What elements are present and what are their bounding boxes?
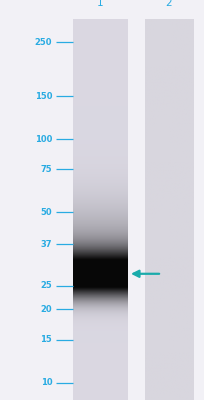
Text: 100: 100 <box>35 134 52 144</box>
Text: 2: 2 <box>164 0 171 8</box>
Text: 150: 150 <box>35 92 52 100</box>
Text: 25: 25 <box>40 281 52 290</box>
Text: 1: 1 <box>96 0 103 8</box>
Text: 15: 15 <box>40 335 52 344</box>
Text: 10: 10 <box>40 378 52 387</box>
Text: 50: 50 <box>40 208 52 217</box>
Text: 75: 75 <box>40 165 52 174</box>
Text: 20: 20 <box>40 305 52 314</box>
Text: 37: 37 <box>41 240 52 249</box>
Text: 250: 250 <box>35 38 52 46</box>
